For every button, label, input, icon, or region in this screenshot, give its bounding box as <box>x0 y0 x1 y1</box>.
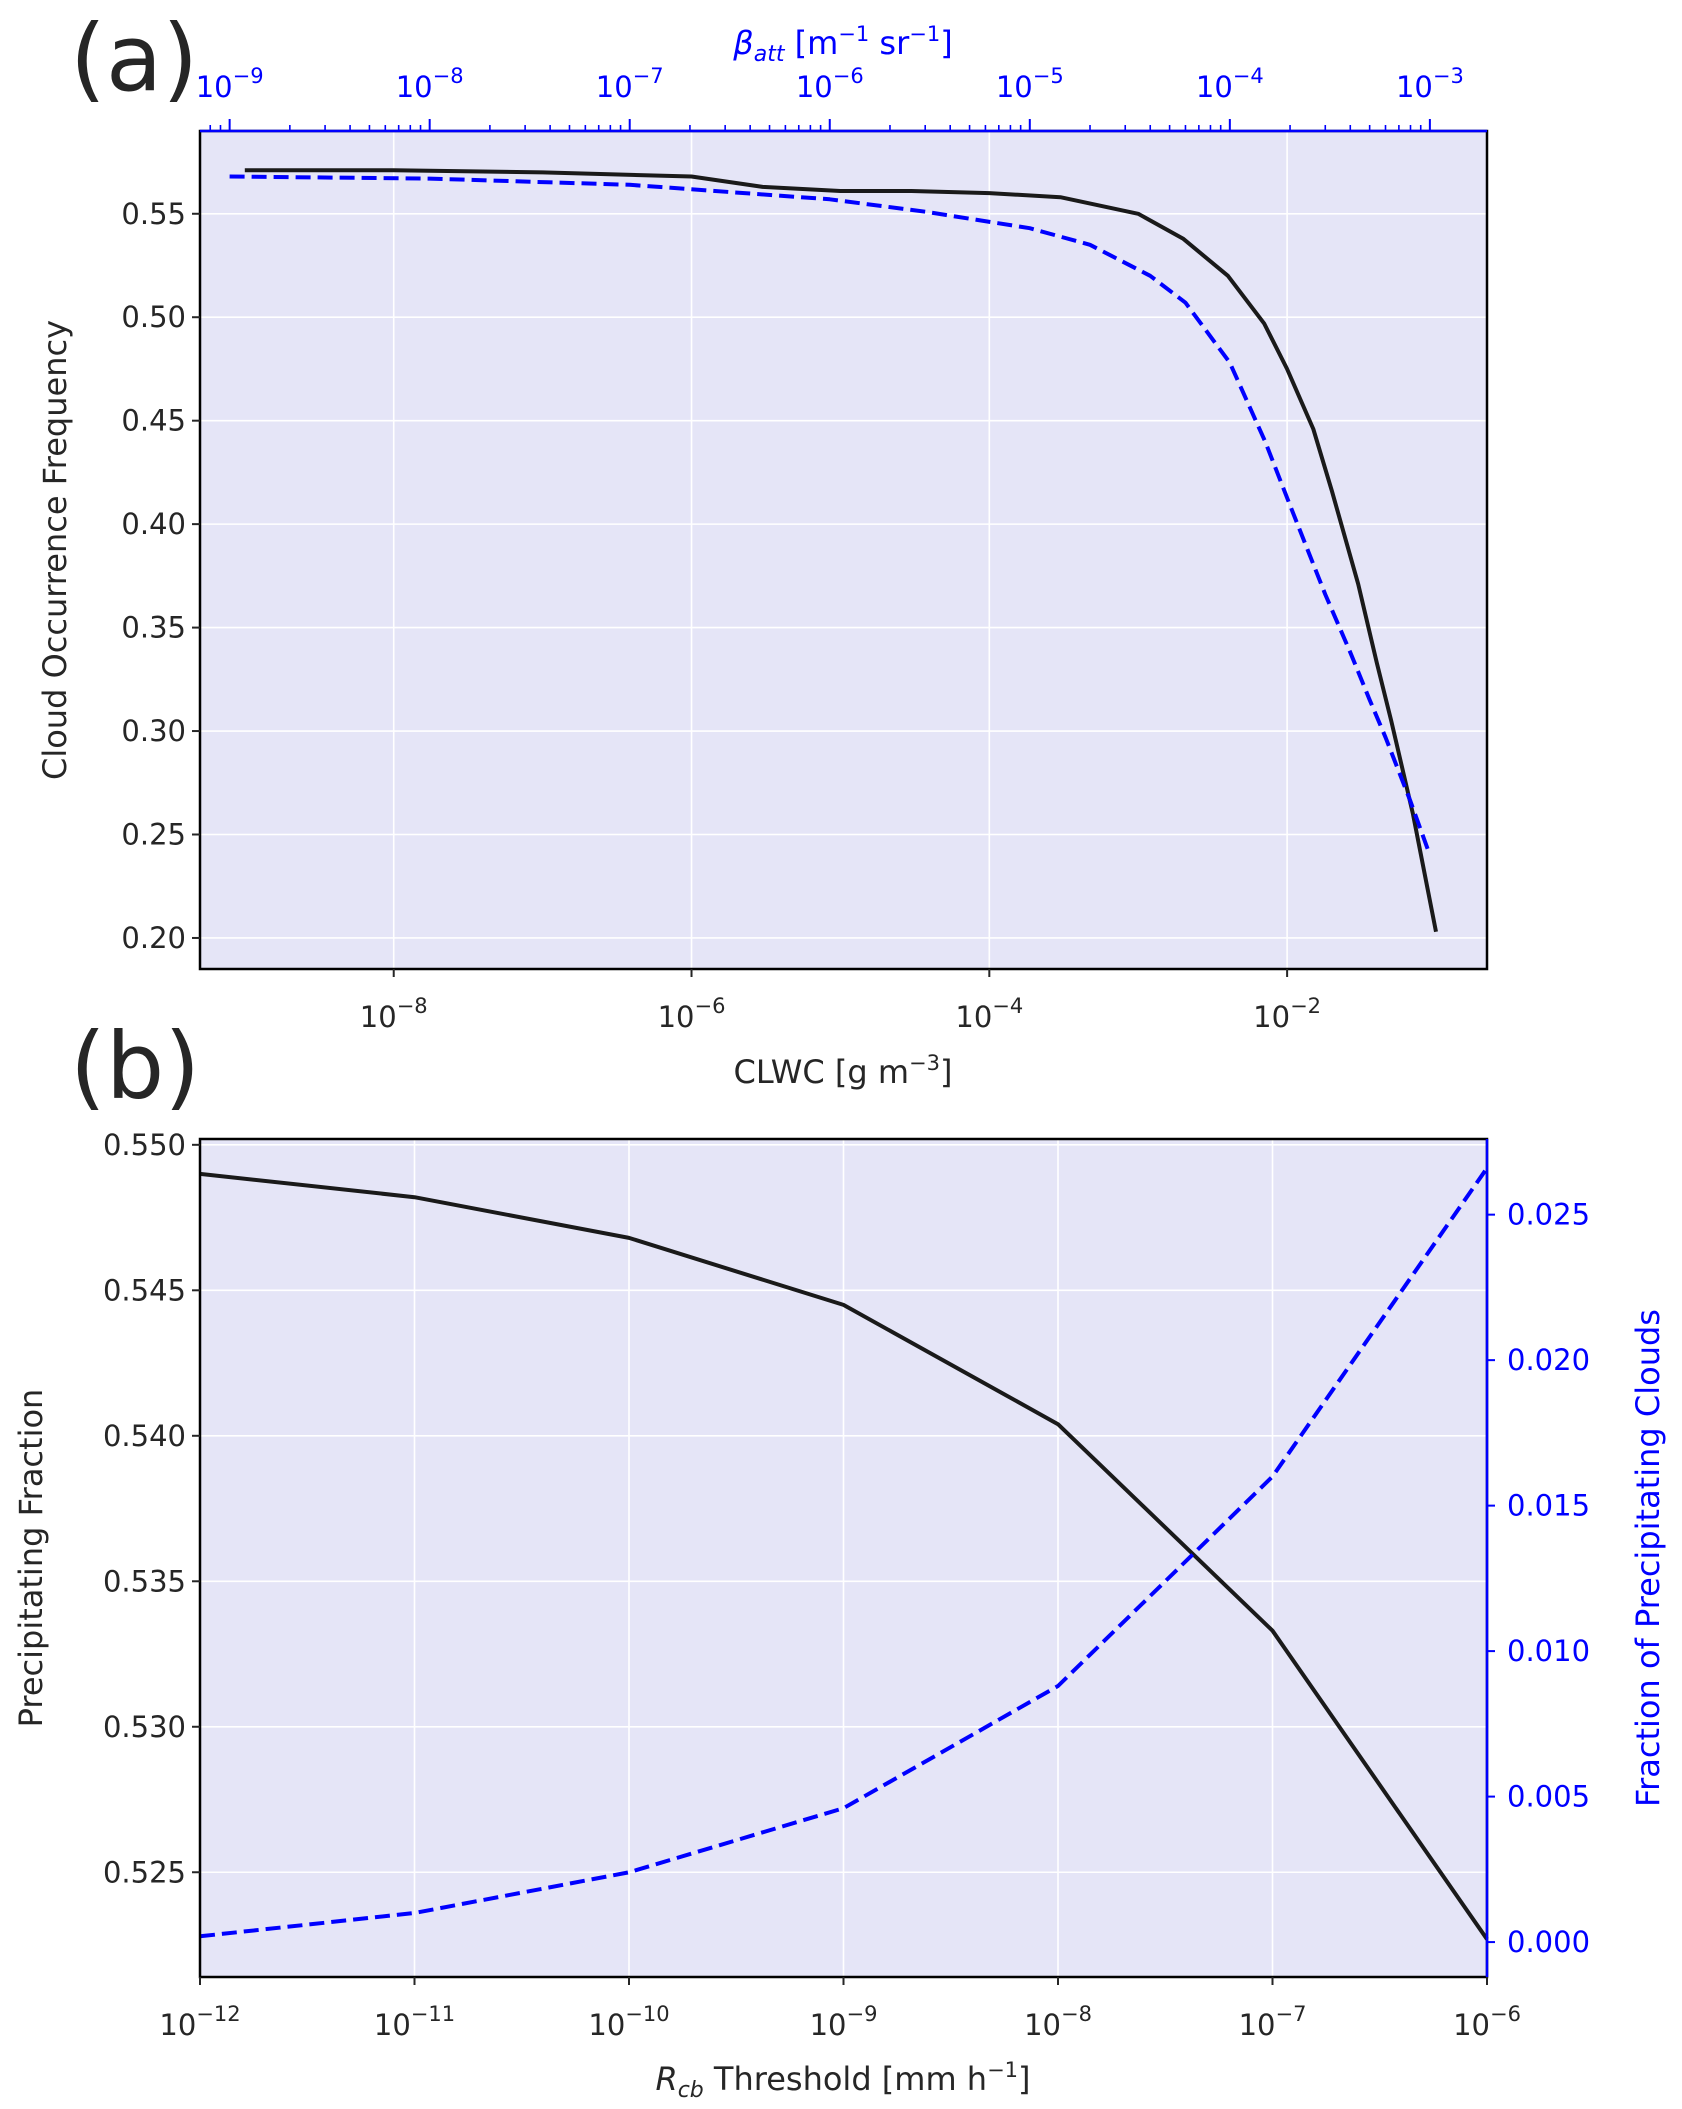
y-tick-label: 0.545 <box>103 1273 186 1307</box>
x-tick-label: 10−12 <box>159 2002 240 2042</box>
y-tick-label: 0.25 <box>121 818 186 852</box>
series-line-beta-att <box>229 174 1432 856</box>
y-tick-label: 0.40 <box>121 507 186 541</box>
panel-b: 10−12 10−11 10−10 10−9 10−8 10−7 10−6 0.525 0.53… <box>12 1013 1667 2103</box>
series-line-precip-fraction <box>199 1171 1489 1941</box>
x-tick-label: 10−8 <box>1024 2002 1092 2042</box>
x-tick-label: 10−11 <box>374 2002 455 2042</box>
y-tick-label: 0.55 <box>121 197 186 231</box>
y-axis-label-right-b: Fraction of Precipitating Clouds <box>1629 1309 1667 1807</box>
series-group-b <box>199 1166 1489 1941</box>
gridlines-a <box>200 131 1487 969</box>
y-tick-label-right: 0.015 <box>1507 1489 1590 1523</box>
y-tick-label: 0.550 <box>103 1128 186 1162</box>
top-tick-label: 10−9 <box>196 64 264 104</box>
series-group-a <box>229 168 1438 933</box>
y-tick-label: 0.525 <box>103 1855 186 1889</box>
x-tick-label: 10−9 <box>810 2002 878 2042</box>
y-axis-label-a: Cloud Occurrence Frequency <box>36 320 74 780</box>
y-tick-label: 0.530 <box>103 1710 186 1744</box>
x-axis-label-a: CLWC [g m−3] <box>734 1051 953 1091</box>
y-tick-label-right: 0.025 <box>1507 1198 1590 1232</box>
top-tick-label: 10−7 <box>596 64 664 104</box>
y-tick-label-right: 0.000 <box>1507 1925 1590 1959</box>
series-line-clwc <box>244 168 1438 933</box>
y-tick-label: 0.35 <box>121 611 186 645</box>
y-tick-label: 0.20 <box>121 921 186 955</box>
x-tick-label: 10−6 <box>658 994 726 1034</box>
y-tick-label: 0.45 <box>121 404 186 438</box>
x-tick-label: 10−4 <box>955 994 1023 1034</box>
panel-label-b: (b) <box>70 1013 200 1120</box>
top-tick-label: 10−6 <box>796 64 864 104</box>
top-tick-label: 10−5 <box>996 64 1064 104</box>
plot-background-a <box>200 131 1487 969</box>
y-tick-label-right: 0.020 <box>1507 1343 1590 1377</box>
top-tick-label: 10−3 <box>1396 64 1464 104</box>
x-tick-label: 10−7 <box>1239 2002 1307 2042</box>
top-axis-label: βatt [m−1 sr−1] <box>732 22 952 67</box>
panel-label-a: (a) <box>70 5 198 112</box>
ticks-b: 10−12 10−11 10−10 10−9 10−8 10−7 10−6 0.525 0.53… <box>103 1128 1590 2042</box>
y-tick-label-right: 0.005 <box>1507 1780 1590 1814</box>
y-tick-label: 0.535 <box>103 1564 186 1598</box>
top-tick-label: 10−8 <box>396 64 464 104</box>
top-tick-label: 10−4 <box>1196 64 1264 104</box>
ticks-a: 10−8 10−6 10−4 10−2 0.20 0.25 0.30 0.35 0.40 0.45… <box>121 64 1463 1034</box>
x-tick-label: 10−6 <box>1453 2002 1521 2042</box>
x-tick-label: 10−2 <box>1253 994 1321 1034</box>
y-tick-label: 0.30 <box>121 714 186 748</box>
y-tick-label: 0.50 <box>121 300 186 334</box>
x-tick-label: 10−8 <box>360 994 428 1034</box>
panel-a: 10−8 10−6 10−4 10−2 0.20 0.25 0.30 0.35 0.40 0.45… <box>36 5 1489 1091</box>
x-tick-label: 10−10 <box>588 2002 669 2042</box>
y-axis-label-b: Precipitating Fraction <box>12 1389 50 1728</box>
y-tick-label: 0.540 <box>103 1419 186 1453</box>
x-axis-label-b: Rcb Threshold [mm h−1] <box>655 2058 1030 2103</box>
y-tick-label-right: 0.010 <box>1507 1634 1590 1668</box>
